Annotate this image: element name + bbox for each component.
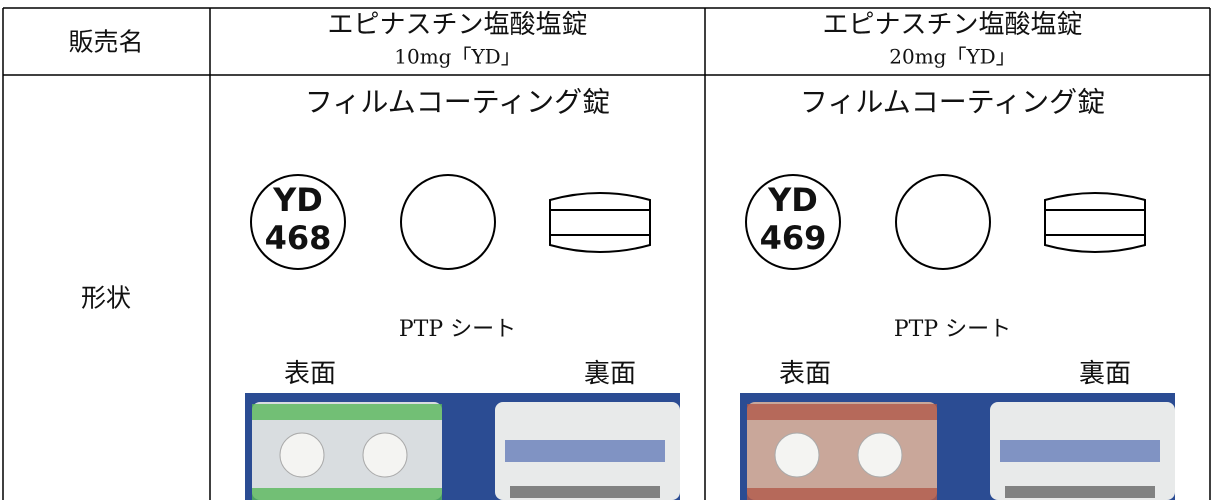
- pill: [774, 432, 820, 478]
- product-strength: 20mg「YD」: [889, 45, 1015, 69]
- imprint: YD: [767, 181, 818, 219]
- tablet-front: [250, 174, 346, 270]
- imprint: 469: [760, 219, 827, 257]
- sheet-back-label: 裏面: [584, 359, 636, 389]
- ptp-label: PTP シート: [399, 317, 516, 342]
- row-label: 形状: [81, 284, 131, 313]
- ptp-photo: [245, 393, 680, 500]
- sheet-back-print: [505, 440, 665, 462]
- table-grid: [2, 7, 1211, 500]
- sheet-front-label: 表面: [284, 359, 336, 389]
- pill: [362, 432, 408, 478]
- sheet-band: [747, 404, 937, 420]
- tablet-drawings: [745, 174, 1146, 270]
- sheet-band: [747, 488, 937, 500]
- sheet-band: [252, 404, 442, 420]
- tablet-side: [1044, 192, 1146, 253]
- coating-type: フィルムコーティング錠: [800, 86, 1105, 119]
- sheet-back-label: 裏面: [1079, 359, 1131, 389]
- ptp-label: PTP シート: [894, 317, 1011, 342]
- tablet-drawings: [250, 174, 651, 270]
- tablet-front: [745, 174, 841, 270]
- coating-type: フィルムコーティング錠: [305, 86, 610, 119]
- sheet-front-label: 表面: [779, 359, 831, 389]
- imprint: YD: [272, 181, 323, 219]
- ptp-photo: [740, 393, 1175, 500]
- sheet-back-print: [1000, 440, 1160, 462]
- barcode: [510, 486, 660, 498]
- sheet-band: [252, 488, 442, 500]
- pill: [279, 432, 325, 478]
- tablet-back: [895, 174, 991, 270]
- tablet-side: [549, 192, 651, 253]
- tablet-back: [400, 174, 496, 270]
- product-name: エピナスチン塩酸塩錠: [822, 10, 1082, 40]
- barcode: [1005, 486, 1155, 498]
- pill: [857, 432, 903, 478]
- imprint: 468: [265, 219, 332, 257]
- product-name: エピナスチン塩酸塩錠: [327, 10, 587, 40]
- product-strength: 10mg「YD」: [394, 45, 520, 69]
- row-label: 販売名: [68, 28, 143, 57]
